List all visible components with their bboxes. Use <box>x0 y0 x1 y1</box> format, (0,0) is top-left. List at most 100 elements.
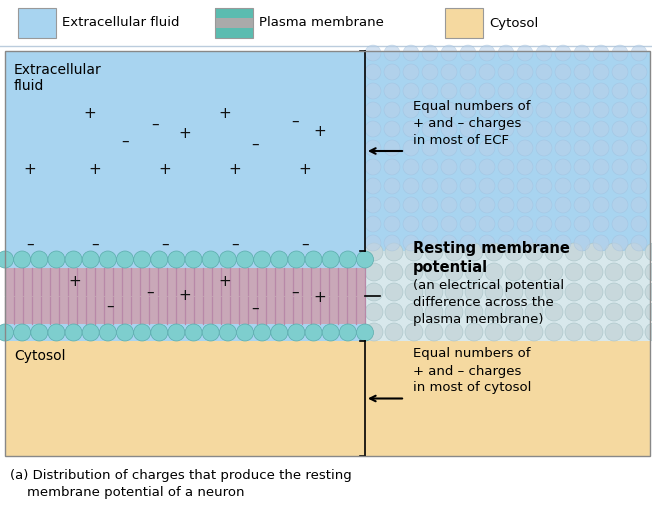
Circle shape <box>479 178 495 194</box>
Circle shape <box>384 45 400 61</box>
Circle shape <box>405 303 423 321</box>
Circle shape <box>168 251 185 268</box>
Circle shape <box>625 263 643 281</box>
Circle shape <box>479 159 495 175</box>
Circle shape <box>631 121 647 137</box>
Circle shape <box>65 324 82 341</box>
Circle shape <box>445 243 463 261</box>
Circle shape <box>185 324 202 341</box>
Text: +: + <box>179 126 192 141</box>
Circle shape <box>593 64 609 80</box>
Text: +: + <box>229 161 241 176</box>
Circle shape <box>574 178 590 194</box>
Circle shape <box>536 216 552 232</box>
Circle shape <box>254 324 271 341</box>
Circle shape <box>465 283 483 301</box>
Circle shape <box>479 197 495 213</box>
Circle shape <box>385 283 403 301</box>
Circle shape <box>422 83 438 99</box>
Circle shape <box>288 324 305 341</box>
Circle shape <box>422 45 438 61</box>
Circle shape <box>365 235 381 251</box>
Bar <box>5 341 365 456</box>
Circle shape <box>422 102 438 118</box>
Circle shape <box>555 64 571 80</box>
Circle shape <box>574 216 590 232</box>
Text: +: + <box>314 124 327 139</box>
Circle shape <box>384 121 400 137</box>
Circle shape <box>403 197 419 213</box>
Text: –: – <box>251 301 259 315</box>
Circle shape <box>517 140 533 156</box>
Circle shape <box>384 197 400 213</box>
Circle shape <box>365 197 381 213</box>
Circle shape <box>403 121 419 137</box>
Circle shape <box>536 45 552 61</box>
Circle shape <box>441 216 457 232</box>
Bar <box>365 251 650 341</box>
Circle shape <box>479 83 495 99</box>
Circle shape <box>385 243 403 261</box>
Circle shape <box>555 102 571 118</box>
Circle shape <box>631 140 647 156</box>
Circle shape <box>445 263 463 281</box>
Circle shape <box>525 243 543 261</box>
Circle shape <box>625 283 643 301</box>
Circle shape <box>365 64 381 80</box>
Circle shape <box>365 303 383 321</box>
Circle shape <box>117 324 134 341</box>
Circle shape <box>479 140 495 156</box>
Text: –: – <box>26 236 34 252</box>
Circle shape <box>422 235 438 251</box>
Bar <box>215 18 253 28</box>
Circle shape <box>460 178 476 194</box>
Circle shape <box>525 283 543 301</box>
Circle shape <box>151 324 168 341</box>
Circle shape <box>82 251 99 268</box>
Circle shape <box>585 283 603 301</box>
Circle shape <box>405 323 423 341</box>
Text: –: – <box>301 236 309 252</box>
Circle shape <box>441 121 457 137</box>
Circle shape <box>365 140 381 156</box>
Circle shape <box>625 243 643 261</box>
Circle shape <box>605 303 623 321</box>
Circle shape <box>612 159 628 175</box>
Circle shape <box>365 216 381 232</box>
Circle shape <box>593 102 609 118</box>
Circle shape <box>631 102 647 118</box>
Circle shape <box>460 45 476 61</box>
Circle shape <box>288 251 305 268</box>
Circle shape <box>365 159 381 175</box>
Circle shape <box>525 303 543 321</box>
Bar <box>445 8 483 38</box>
Circle shape <box>593 83 609 99</box>
Circle shape <box>365 83 381 99</box>
Text: –: – <box>251 136 259 151</box>
Circle shape <box>631 178 647 194</box>
Circle shape <box>517 64 533 80</box>
Circle shape <box>384 64 400 80</box>
Circle shape <box>385 303 403 321</box>
Circle shape <box>498 45 514 61</box>
Circle shape <box>237 324 254 341</box>
Circle shape <box>555 216 571 232</box>
Circle shape <box>517 45 533 61</box>
Circle shape <box>625 303 643 321</box>
Circle shape <box>612 83 628 99</box>
Circle shape <box>574 140 590 156</box>
Circle shape <box>460 83 476 99</box>
Circle shape <box>585 243 603 261</box>
Circle shape <box>536 64 552 80</box>
Circle shape <box>365 102 381 118</box>
Text: +: + <box>23 161 37 176</box>
Circle shape <box>555 121 571 137</box>
Circle shape <box>517 121 533 137</box>
Text: Plasma membrane: Plasma membrane <box>259 16 384 30</box>
Circle shape <box>517 83 533 99</box>
Circle shape <box>365 121 381 137</box>
Circle shape <box>631 159 647 175</box>
Circle shape <box>445 303 463 321</box>
Circle shape <box>237 251 254 268</box>
Circle shape <box>305 324 322 341</box>
